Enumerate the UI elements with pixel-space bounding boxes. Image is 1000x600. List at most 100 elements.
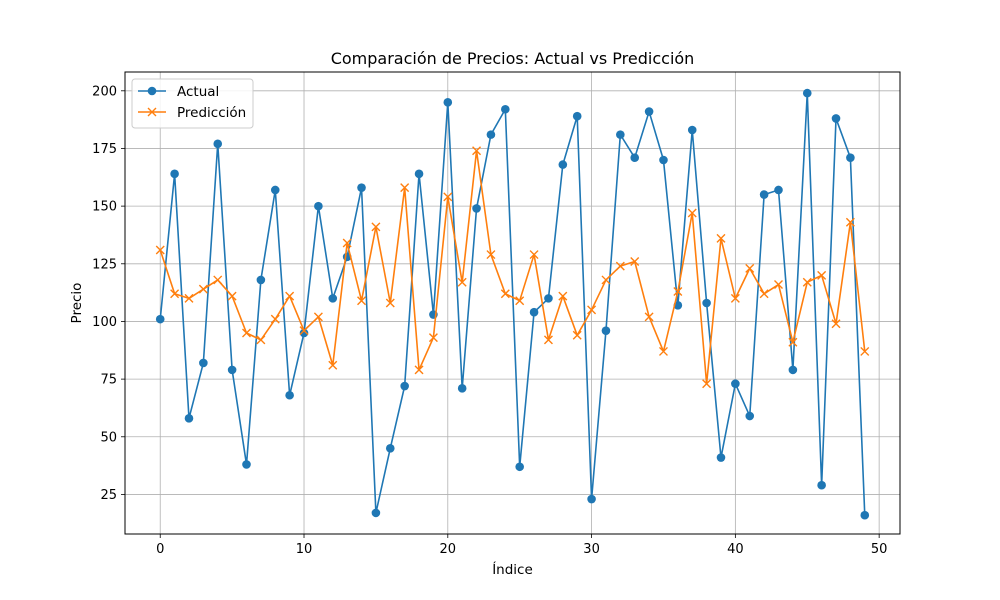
data-point (170, 169, 179, 179)
data-point (716, 233, 726, 243)
data-point (759, 289, 769, 299)
data-point (544, 294, 553, 303)
y-tick-label: 175 (92, 142, 117, 157)
y-tick-label: 25 (100, 488, 117, 503)
data-point (802, 277, 812, 287)
data-point (242, 328, 251, 338)
data-point (472, 204, 481, 213)
x-tick-label: 30 (583, 542, 600, 557)
data-point (213, 139, 223, 149)
data-point (184, 414, 194, 423)
series-0 (155, 88, 870, 520)
data-point (658, 346, 668, 356)
data-point (774, 280, 783, 290)
series-layer (155, 88, 870, 520)
data-point (860, 346, 870, 356)
data-point (457, 277, 467, 287)
data-point (371, 508, 381, 518)
data-point (443, 192, 453, 202)
data-point (572, 111, 582, 121)
data-point (630, 256, 640, 266)
data-point (558, 291, 568, 301)
data-point (543, 335, 553, 345)
data-point (601, 326, 611, 335)
data-point (256, 335, 266, 345)
data-point (515, 296, 525, 306)
grid (125, 72, 900, 534)
data-point (400, 381, 409, 391)
legend-label: Actual (177, 84, 219, 100)
legend-marker (147, 86, 157, 96)
data-point (759, 190, 769, 199)
data-point (227, 291, 237, 301)
data-point (371, 222, 381, 232)
data-point (314, 201, 323, 211)
data-point (457, 384, 467, 393)
y-tick-label: 150 (92, 200, 117, 215)
data-point (615, 261, 625, 271)
data-point (644, 107, 654, 116)
data-point (501, 104, 510, 114)
data-point (242, 460, 251, 469)
data-point (184, 293, 194, 303)
data-point (414, 169, 424, 179)
data-point (270, 185, 280, 195)
data-point (385, 298, 395, 308)
data-point (831, 319, 841, 329)
data-point (328, 294, 338, 303)
data-point (644, 312, 654, 322)
data-point (702, 298, 711, 308)
data-point (616, 130, 625, 139)
data-point (486, 250, 496, 260)
data-point (817, 480, 826, 490)
data-point (788, 365, 798, 375)
legend-label: Predicción (177, 105, 246, 121)
x-tick-label: 50 (871, 542, 888, 557)
data-point (270, 314, 280, 324)
x-axis-label: Índice (492, 561, 533, 578)
data-point (256, 275, 266, 285)
data-point (328, 360, 338, 370)
y-tick-label: 200 (92, 84, 117, 99)
data-point (170, 289, 180, 299)
data-point (155, 314, 165, 324)
data-point (299, 326, 309, 336)
series-line (159, 149, 866, 385)
data-point (731, 379, 740, 389)
data-point (673, 286, 683, 296)
legend: Actual Predicción (131, 78, 254, 129)
data-point (630, 153, 640, 162)
y-tick-label: 50 (100, 430, 117, 445)
data-point (443, 98, 453, 107)
data-point (587, 305, 597, 315)
data-point (716, 453, 726, 462)
data-point (788, 337, 798, 347)
data-point (299, 328, 309, 338)
y-tick-label: 125 (92, 257, 117, 272)
data-point (342, 238, 352, 248)
series-line (159, 92, 866, 516)
data-point (472, 146, 482, 156)
data-point (285, 291, 295, 301)
data-point (587, 494, 596, 504)
data-point (515, 462, 524, 472)
data-point (831, 114, 841, 123)
data-point (601, 275, 611, 285)
x-tick-label: 0 (156, 542, 164, 557)
data-point (529, 307, 539, 317)
data-point (357, 183, 366, 192)
x-tick-label: 10 (296, 542, 313, 557)
y-tick-label: 100 (92, 315, 117, 330)
legend-marker (147, 107, 157, 117)
data-point (198, 284, 208, 294)
data-point (414, 365, 424, 375)
data-point (227, 365, 237, 375)
data-point (817, 270, 827, 280)
data-point (357, 296, 367, 306)
data-point (199, 358, 208, 368)
data-point (428, 333, 438, 343)
data-point (558, 160, 568, 169)
y-axis-label: Precio (69, 283, 85, 324)
data-point (385, 444, 395, 453)
